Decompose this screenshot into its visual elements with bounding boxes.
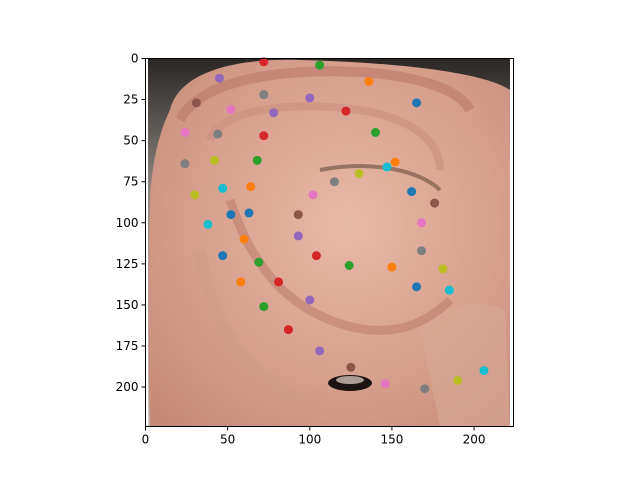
- data-point: [246, 182, 256, 192]
- data-point: [346, 362, 356, 372]
- data-point: [412, 98, 422, 108]
- y-tick-label: 100: [116, 216, 139, 230]
- data-point: [417, 218, 426, 228]
- data-point: [315, 60, 325, 70]
- x-tick-label: 50: [220, 433, 235, 447]
- data-point: [305, 93, 315, 103]
- data-point: [430, 198, 440, 208]
- data-point: [214, 73, 224, 83]
- data-point: [479, 366, 489, 376]
- data-point: [190, 190, 200, 200]
- data-point: [191, 98, 201, 108]
- data-point: [438, 264, 448, 274]
- y-tick-label: 50: [123, 134, 138, 148]
- y-axis: 0 25 50 75 100 125 150 175 200: [116, 52, 146, 394]
- data-points: [180, 57, 489, 394]
- data-point: [252, 155, 262, 165]
- y-tick-label: 25: [123, 93, 138, 107]
- x-axis: 0 50 100 150 200: [142, 426, 486, 447]
- data-point: [354, 169, 364, 178]
- data-point: [444, 285, 454, 295]
- data-point: [315, 346, 325, 356]
- data-point: [412, 282, 422, 292]
- data-point: [407, 187, 417, 197]
- data-point: [364, 77, 374, 86]
- x-tick-label: 100: [298, 433, 321, 447]
- y-tick-label: 175: [116, 339, 139, 353]
- x-tick-label: 150: [380, 433, 403, 447]
- data-point: [259, 302, 269, 312]
- data-point: [254, 257, 264, 267]
- data-point: [269, 108, 279, 118]
- data-point: [226, 104, 236, 114]
- data-point: [218, 251, 228, 261]
- data-point: [180, 159, 190, 169]
- data-point: [390, 157, 400, 167]
- x-tick-label: 200: [463, 433, 486, 447]
- data-point: [329, 177, 339, 187]
- data-point: [380, 379, 390, 389]
- data-point: [259, 90, 269, 100]
- data-point: [417, 246, 426, 256]
- data-point: [382, 162, 392, 172]
- axes-frame: [145, 58, 514, 427]
- data-point: [371, 127, 380, 137]
- data-point: [420, 384, 430, 394]
- data-point: [305, 295, 315, 305]
- data-point: [239, 234, 249, 244]
- data-point: [387, 262, 397, 272]
- data-point: [344, 261, 354, 270]
- data-point: [453, 376, 463, 385]
- data-point: [308, 190, 318, 200]
- data-point: [341, 106, 351, 116]
- y-tick-label: 200: [116, 380, 139, 394]
- y-tick-label: 0: [131, 52, 139, 66]
- data-point: [218, 183, 228, 193]
- data-point: [274, 277, 284, 287]
- y-tick-label: 150: [116, 298, 139, 312]
- data-point: [293, 231, 303, 241]
- data-point: [236, 277, 246, 287]
- ear-photo: [148, 58, 510, 426]
- data-point: [180, 127, 190, 137]
- data-point: [311, 251, 321, 261]
- data-point: [283, 325, 293, 335]
- data-point: [226, 210, 236, 220]
- y-tick-label: 125: [116, 257, 139, 271]
- x-tick-label: 0: [142, 433, 150, 447]
- data-point: [244, 208, 254, 218]
- data-point: [293, 210, 303, 220]
- data-point: [203, 219, 213, 229]
- data-point: [259, 131, 269, 141]
- data-point: [259, 57, 269, 67]
- data-point: [210, 155, 219, 165]
- data-point: [213, 129, 223, 139]
- y-tick-label: 75: [123, 175, 138, 189]
